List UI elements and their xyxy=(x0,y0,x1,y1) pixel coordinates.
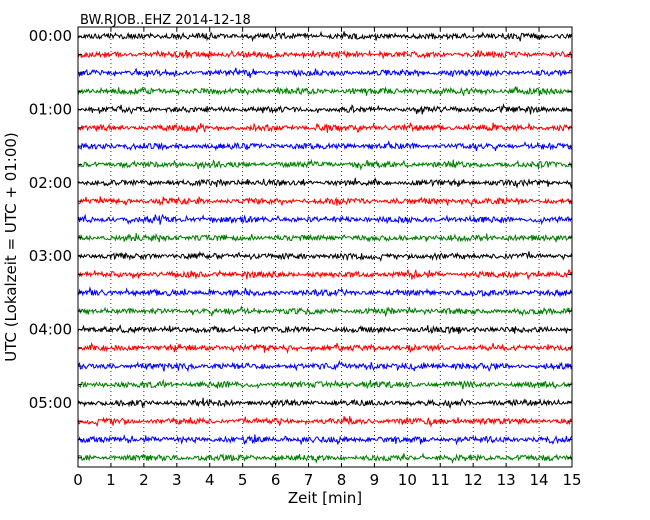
x-tick-label: 13 xyxy=(497,471,516,489)
seismogram-trace xyxy=(77,269,573,281)
seismogram-trace xyxy=(77,213,573,226)
seismogram-trace xyxy=(77,378,573,390)
x-tick-label: 0 xyxy=(73,471,83,489)
seismogram-trace xyxy=(77,452,573,464)
y-tick-label: 01:00 xyxy=(29,101,72,119)
seismogram-trace xyxy=(77,67,573,78)
seismogram-trace xyxy=(77,30,573,43)
seismogram-trace xyxy=(77,86,573,96)
y-tick-label: 03:00 xyxy=(29,247,72,265)
seismogram-trace xyxy=(77,122,573,133)
plot-frame xyxy=(77,26,573,468)
x-tick-label: 2 xyxy=(139,471,149,489)
chart-title: BW.RJOB..EHZ 2014-12-18 xyxy=(80,13,251,28)
x-tick-label: 6 xyxy=(271,471,281,489)
seismogram-trace xyxy=(77,195,573,208)
seismogram-trace xyxy=(77,49,573,60)
seismogram-trace xyxy=(77,305,573,318)
seismogram-trace xyxy=(77,250,573,263)
seismogram-trace xyxy=(77,341,573,355)
grid-lines xyxy=(110,27,540,467)
seismogram-trace xyxy=(77,232,573,243)
x-tick-label: 14 xyxy=(530,471,549,489)
x-tick-label: 8 xyxy=(337,471,347,489)
y-axis-label: UTC (Lokalzeit = UTC + 01:00) xyxy=(2,132,20,362)
y-tick-label: 04:00 xyxy=(29,321,72,339)
seismogram-trace xyxy=(77,286,573,298)
x-tick-label: 12 xyxy=(464,471,483,489)
y-tick-label: 05:00 xyxy=(29,394,72,412)
x-tick-label: 4 xyxy=(205,471,215,489)
seismogram-trace xyxy=(77,359,573,373)
x-tick-label: 1 xyxy=(106,471,116,489)
y-tick-label: 02:00 xyxy=(29,174,72,192)
x-tick-label: 3 xyxy=(172,471,182,489)
plot-area xyxy=(78,27,572,467)
x-tick-label: 7 xyxy=(304,471,314,489)
seismogram-traces xyxy=(77,30,573,464)
seismogram-trace xyxy=(77,324,573,335)
seismogram-trace xyxy=(77,140,573,152)
x-axis: 0 1 2 3 4 5 6 7 8 9 10 11 12 13 14 15 xyxy=(73,27,582,489)
x-tick-label: 9 xyxy=(370,471,380,489)
y-axis: 00:00 01:00 02:00 03:00 04:00 05:00 xyxy=(29,27,572,459)
seismogram-trace xyxy=(77,434,573,446)
seismogram-trace xyxy=(77,158,573,171)
x-tick-label: 11 xyxy=(431,471,450,489)
y-tick-label: 00:00 xyxy=(29,27,72,45)
x-tick-label: 5 xyxy=(238,471,248,489)
seismogram-trace xyxy=(77,176,573,189)
seismogram-trace xyxy=(77,415,573,428)
x-tick-label: 15 xyxy=(562,471,581,489)
x-tick-label: 10 xyxy=(398,471,417,489)
seismogram-trace xyxy=(77,397,573,409)
seismogram-trace xyxy=(77,103,573,115)
x-axis-label: Zeit [min] xyxy=(288,489,362,507)
